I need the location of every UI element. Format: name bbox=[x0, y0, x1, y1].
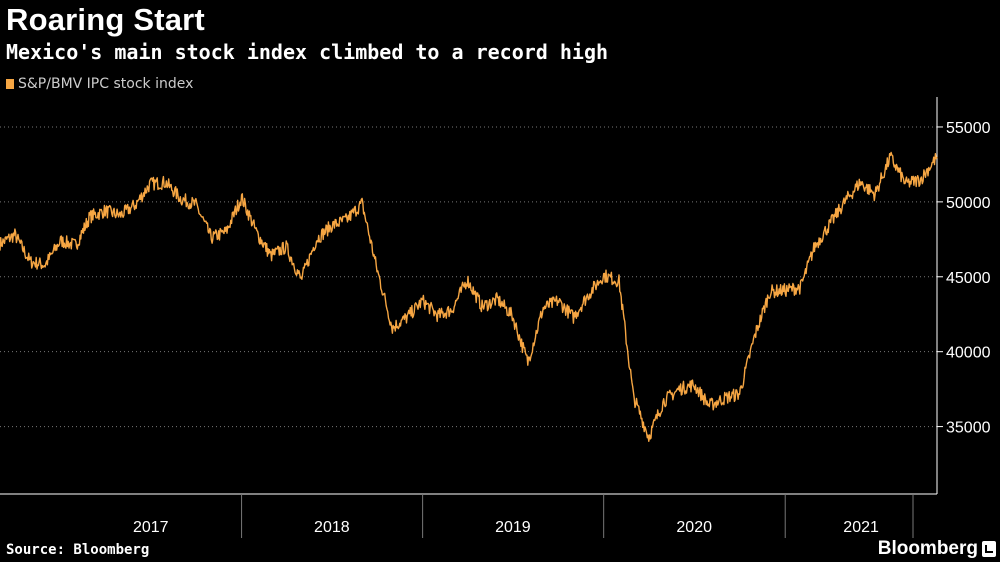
x-tick-label: 2017 bbox=[133, 519, 169, 536]
series-line bbox=[0, 151, 938, 442]
data-point bbox=[542, 307, 544, 309]
data-point bbox=[75, 245, 77, 247]
data-point bbox=[800, 287, 802, 289]
data-point bbox=[920, 179, 922, 181]
data-point bbox=[392, 327, 394, 329]
data-point bbox=[693, 384, 695, 386]
data-point bbox=[859, 182, 861, 184]
data-point bbox=[14, 234, 16, 236]
data-point bbox=[135, 204, 137, 206]
data-point bbox=[300, 279, 302, 281]
data-point bbox=[663, 400, 665, 402]
data-point bbox=[724, 397, 726, 399]
data-point bbox=[361, 203, 363, 205]
data-point bbox=[270, 255, 272, 257]
data-point bbox=[89, 216, 91, 218]
data-point bbox=[437, 315, 439, 317]
data-point bbox=[331, 225, 333, 227]
data-point bbox=[814, 246, 816, 248]
data-point bbox=[633, 396, 635, 398]
data-point bbox=[104, 210, 106, 212]
brand-name: Bloomberg bbox=[877, 538, 978, 559]
bloomberg-chart-icon bbox=[982, 541, 996, 557]
data-point bbox=[481, 306, 483, 308]
x-tick-label: 2019 bbox=[495, 519, 531, 536]
data-point bbox=[709, 405, 711, 407]
data-point bbox=[936, 156, 938, 158]
source-note: Source: Bloomberg bbox=[6, 542, 150, 558]
data-point bbox=[905, 183, 907, 185]
data-point bbox=[557, 300, 559, 302]
data-point bbox=[211, 237, 213, 239]
data-point bbox=[890, 156, 892, 158]
data-point bbox=[829, 224, 831, 226]
chart-title: Roaring Start bbox=[6, 2, 205, 37]
x-tick-label: 2021 bbox=[843, 519, 879, 536]
data-point bbox=[754, 334, 756, 336]
data-point bbox=[346, 219, 348, 221]
data-point bbox=[648, 436, 650, 438]
data-point bbox=[769, 291, 771, 293]
data-point bbox=[422, 300, 424, 302]
data-point bbox=[180, 198, 182, 200]
y-tick-label: 55000 bbox=[946, 120, 991, 137]
data-point bbox=[119, 215, 121, 217]
data-point bbox=[451, 309, 453, 311]
data-point bbox=[603, 275, 605, 277]
data-point bbox=[588, 294, 590, 296]
chart-subtitle: Mexico's main stock index climbed to a r… bbox=[6, 40, 609, 64]
data-point bbox=[406, 316, 408, 318]
y-tick-label: 45000 bbox=[946, 270, 991, 287]
data-point bbox=[874, 194, 876, 196]
legend-label: S&P/BMV IPC stock index bbox=[18, 76, 194, 92]
data-point bbox=[512, 315, 514, 317]
data-point bbox=[618, 281, 620, 283]
data-point bbox=[225, 231, 227, 233]
data-point bbox=[527, 361, 529, 363]
data-point bbox=[30, 261, 32, 263]
data-point bbox=[573, 316, 575, 318]
data-point bbox=[784, 290, 786, 292]
legend: S&P/BMV IPC stock index bbox=[6, 76, 193, 92]
y-tick-label: 50000 bbox=[946, 195, 991, 212]
y-tick-label: 40000 bbox=[946, 345, 991, 362]
data-point bbox=[256, 233, 258, 235]
data-point bbox=[285, 246, 287, 248]
data-point bbox=[44, 264, 46, 266]
data-point bbox=[467, 279, 469, 281]
y-tick-label: 35000 bbox=[946, 420, 991, 437]
data-point bbox=[844, 201, 846, 203]
data-point bbox=[376, 269, 378, 271]
brand-logo: Bloomberg bbox=[878, 538, 996, 560]
data-point bbox=[150, 183, 152, 185]
data-point bbox=[739, 393, 741, 395]
data-point bbox=[165, 182, 167, 184]
x-tick-label: 2020 bbox=[676, 519, 712, 536]
data-point bbox=[316, 239, 318, 241]
data-point bbox=[497, 298, 499, 300]
legend-swatch bbox=[6, 79, 14, 89]
data-point bbox=[60, 240, 62, 242]
data-point bbox=[678, 388, 680, 390]
data-point bbox=[195, 204, 197, 206]
x-tick-label: 2018 bbox=[314, 519, 350, 536]
data-point bbox=[241, 197, 243, 199]
